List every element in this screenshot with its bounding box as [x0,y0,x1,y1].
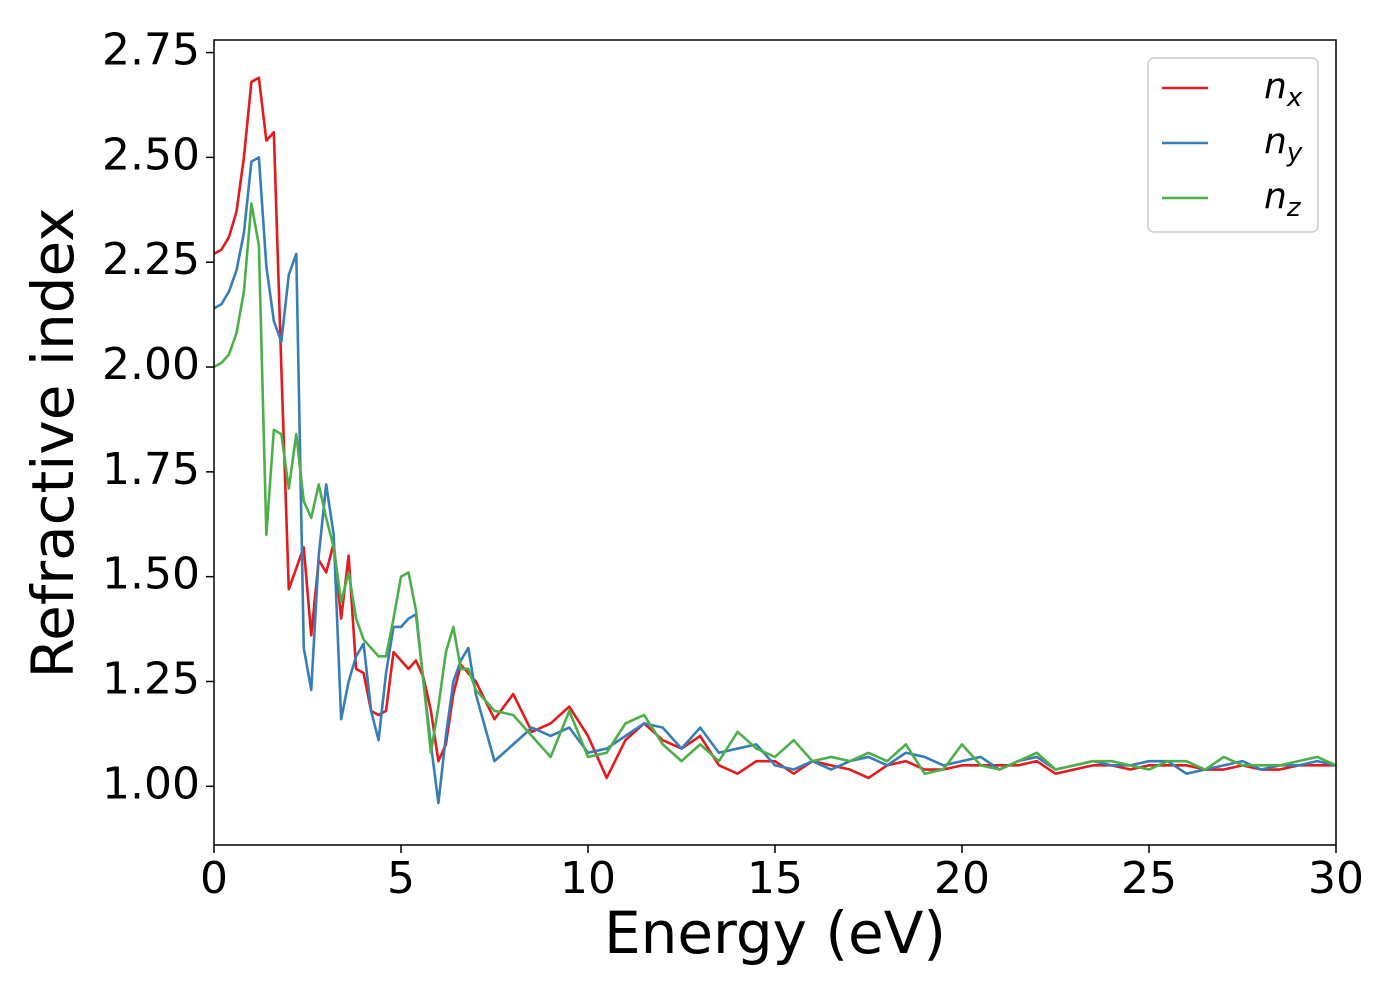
x-tick-label: 25 [1121,853,1177,904]
y-tick-label: 1.50 [102,549,200,600]
y-tick-label: 2.75 [102,25,200,76]
plot-area [214,76,1336,805]
x-tick-label: 15 [747,853,803,904]
x-tick-label: 10 [560,853,616,904]
x-tick-label: 0 [200,853,228,904]
y-tick-label: 1.25 [102,653,200,704]
y-axis-label: Refractive index [19,207,87,678]
plot-frame [213,39,1337,846]
legend-box [1147,57,1319,233]
y-tick-label: 1.75 [102,444,200,495]
legend-label: ny [1264,121,1303,168]
x-tick-label: 30 [1308,853,1364,904]
y-tick-label: 2.50 [102,129,200,180]
x-tick-label: 20 [934,853,990,904]
y-tick-label: 2.25 [102,234,200,285]
y-tick-label: 1.00 [102,758,200,809]
y-tick-label: 2.00 [102,339,200,390]
x-tick-label: 5 [387,853,415,904]
legend-label: nz [1264,176,1302,223]
series-line [214,202,1336,776]
legend-label: nx [1264,66,1303,113]
x-axis-label: Energy (eV) [604,899,946,967]
series-line [214,76,1336,780]
